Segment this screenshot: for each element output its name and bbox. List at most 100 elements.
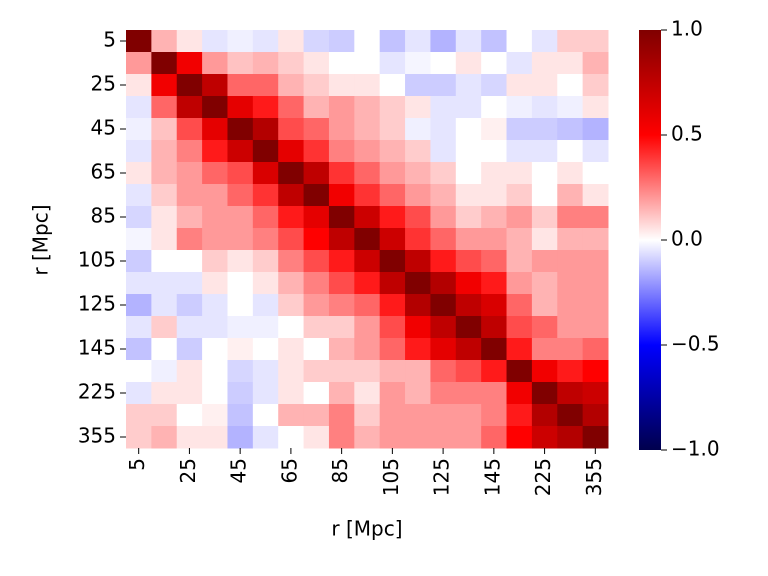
heatmap-cell <box>430 360 457 383</box>
x-tick-label: 25 <box>176 458 200 483</box>
heatmap-cell <box>405 52 431 75</box>
heatmap-cell <box>481 228 508 251</box>
heatmap-cell <box>354 52 381 75</box>
heatmap-cell <box>278 250 305 273</box>
heatmap-cell <box>303 360 330 383</box>
heatmap-cell <box>252 272 279 295</box>
heatmap-cell <box>481 162 508 185</box>
heatmap-cell <box>126 74 152 97</box>
heatmap-cell <box>379 382 406 405</box>
heatmap-cell <box>126 426 152 449</box>
heatmap-cell <box>151 338 178 361</box>
heatmap-cell <box>430 250 457 273</box>
heatmap-cell <box>405 96 431 119</box>
heatmap-cell <box>227 426 254 449</box>
heatmap-cell <box>328 162 355 185</box>
heatmap-cell <box>328 74 355 97</box>
heatmap-cell <box>303 272 330 295</box>
heatmap-cell <box>303 250 330 273</box>
heatmap-cell <box>506 294 533 317</box>
colorbar-tick-label: 1.0 <box>671 17 703 41</box>
heatmap-cell <box>455 52 482 75</box>
heatmap-cell <box>430 228 457 251</box>
heatmap-cell <box>506 426 533 449</box>
heatmap-cell <box>227 74 254 97</box>
heatmap-cell <box>405 228 431 251</box>
heatmap-cell <box>278 272 305 295</box>
heatmap-cell <box>278 338 305 361</box>
heatmap-cell <box>176 162 203 185</box>
heatmap-cell <box>227 52 254 75</box>
heatmap-cell <box>252 360 279 383</box>
heatmap-cell <box>354 404 381 427</box>
x-tick-label: 145 <box>480 458 504 496</box>
heatmap-cell <box>202 360 228 383</box>
heatmap-cell <box>354 140 381 163</box>
heatmap-cell <box>481 404 508 427</box>
heatmap-cell <box>481 30 508 53</box>
y-axis-label: r [Mpc] <box>29 204 53 275</box>
heatmap-cell <box>379 316 406 339</box>
heatmap-cell <box>303 118 330 141</box>
heatmap-cell <box>278 140 305 163</box>
heatmap-cell <box>481 250 508 273</box>
heatmap-cell <box>379 272 406 295</box>
heatmap-cell <box>506 30 533 53</box>
heatmap-cell <box>176 272 203 295</box>
heatmap-cell <box>227 140 254 163</box>
colorbar-tick-label: −0.5 <box>671 332 720 356</box>
heatmap-cell <box>227 272 254 295</box>
heatmap-cell <box>202 118 228 141</box>
heatmap-cell <box>430 74 457 97</box>
x-tick-label: 105 <box>379 458 403 496</box>
heatmap-cell <box>278 206 305 229</box>
heatmap-cell <box>151 162 178 185</box>
heatmap-cell <box>176 118 203 141</box>
heatmap-cell <box>278 294 305 317</box>
heatmap-cell <box>328 206 355 229</box>
heatmap-cell <box>126 206 152 229</box>
x-tick-label: 5 <box>125 458 149 471</box>
heatmap-cell <box>126 250 152 273</box>
heatmap-cell <box>252 118 279 141</box>
heatmap-cell <box>506 118 533 141</box>
heatmap-cell <box>227 96 254 119</box>
heatmap-cell <box>455 118 482 141</box>
heatmap-cell <box>303 184 330 207</box>
heatmap-cell <box>202 74 228 97</box>
heatmap-cell <box>151 250 178 273</box>
heatmap-cell <box>455 426 482 449</box>
heatmap-cell <box>328 96 355 119</box>
heatmap-cell <box>126 162 152 185</box>
heatmap-cell <box>405 360 431 383</box>
heatmap-cell <box>430 96 457 119</box>
heatmap-cell <box>278 228 305 251</box>
heatmap-cell <box>481 316 508 339</box>
heatmap-cell <box>278 162 305 185</box>
heatmap-cell <box>151 74 178 97</box>
heatmap-cell <box>328 382 355 405</box>
heatmap-cell <box>430 316 457 339</box>
heatmap-cell <box>582 52 609 75</box>
heatmap-cell <box>252 426 279 449</box>
heatmap-cell <box>506 272 533 295</box>
heatmap-cell <box>405 426 431 449</box>
y-tick-label: 5 <box>103 28 116 52</box>
heatmap-cell <box>151 96 178 119</box>
heatmap-cell <box>151 426 178 449</box>
heatmap-cell <box>557 228 584 251</box>
heatmap-cell <box>354 206 381 229</box>
heatmap-cell <box>582 228 609 251</box>
heatmap-cell <box>303 316 330 339</box>
heatmap-cell <box>202 404 228 427</box>
colorbar-tick-label: −1.0 <box>671 437 720 461</box>
heatmap-cell <box>328 118 355 141</box>
heatmap-cell <box>506 162 533 185</box>
heatmap-cell <box>126 404 152 427</box>
heatmap-cell <box>531 404 558 427</box>
heatmap-cell <box>227 118 254 141</box>
heatmap-cell <box>455 30 482 53</box>
heatmap-cell <box>278 184 305 207</box>
heatmap-cell <box>176 140 203 163</box>
heatmap-cell <box>481 140 508 163</box>
